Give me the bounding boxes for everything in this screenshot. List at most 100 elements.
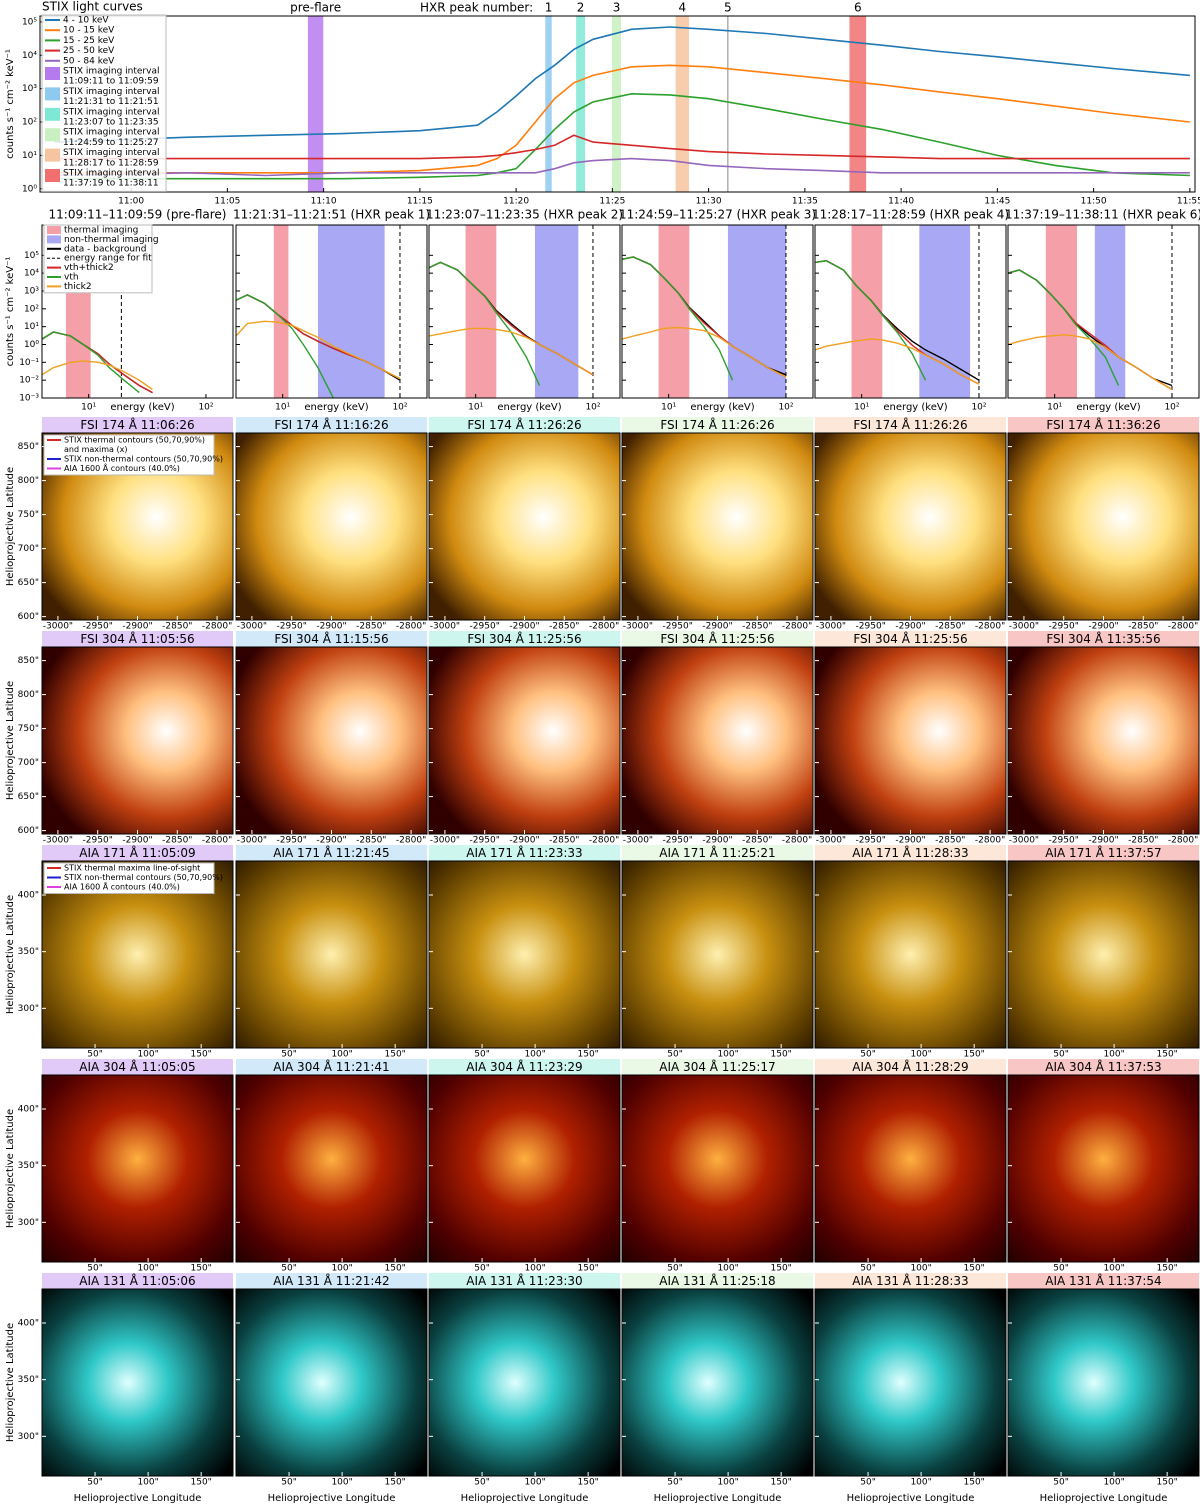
- x-tick-label: -2800": [1168, 622, 1198, 632]
- legend-label: 11:24:59 to 11:25:27: [63, 138, 159, 148]
- title-strip: [622, 845, 813, 861]
- y-tick-label: 350": [18, 947, 39, 957]
- x-tick-label: -2850": [1128, 622, 1158, 632]
- y-tick-label: 650": [18, 578, 39, 588]
- y-tick-label: 10⁴: [22, 51, 37, 61]
- title-strip: [622, 1059, 813, 1075]
- x-tick-label: -2950": [470, 836, 500, 846]
- x-tick-label: 100": [717, 1050, 738, 1060]
- legend-label: vth: [64, 273, 79, 283]
- x-tick-label: 50": [281, 1264, 297, 1274]
- x-tick-label: 50": [667, 1050, 683, 1060]
- panel-title: AIA 171 Å 11:37:57: [1045, 845, 1161, 860]
- x-axis-label: energy (keV): [497, 402, 561, 413]
- title-strip: [815, 631, 1006, 647]
- title-strip: [429, 845, 620, 861]
- legend-label: vth+thick2: [64, 263, 114, 273]
- solar-image: [814, 1074, 1007, 1263]
- solar-image: [1007, 1288, 1200, 1477]
- x-tick-label: -2850": [162, 622, 192, 632]
- x-tick-label: -2800": [202, 622, 232, 632]
- plot-frame: [814, 224, 1007, 399]
- nonthermal-band: [727, 225, 786, 398]
- x-tick-label: 100": [1103, 1050, 1124, 1060]
- x-tick-label: -2800": [1168, 836, 1198, 846]
- y-tick-label: 10¹: [24, 322, 39, 332]
- x-tick-label: -2900": [1088, 836, 1118, 846]
- legend-label: thermal imaging: [64, 226, 138, 236]
- solar-image: [428, 646, 621, 835]
- panel-title: FSI 174 Å 11:26:26: [467, 417, 581, 432]
- x-tick-label: 150": [1157, 1050, 1178, 1060]
- x-tick-label: 150": [964, 1478, 985, 1488]
- x-tick-label: -3000": [816, 622, 846, 632]
- y-tick-label: 10⁻¹: [19, 358, 39, 368]
- y-tick-label: 10²: [24, 304, 39, 314]
- y-tick-label: 700": [18, 758, 39, 768]
- title-strip: [815, 417, 1006, 433]
- legend-label: STIX imaging interval: [63, 128, 159, 138]
- x-tick-label: -2850": [935, 622, 965, 632]
- legend-box: [43, 224, 153, 294]
- x-tick-label: 11:40: [888, 197, 914, 207]
- y-tick-label: 10⁵: [24, 251, 39, 261]
- legend-label: and maxima (x): [64, 445, 127, 454]
- x-tick-label: 11:00: [118, 197, 144, 207]
- x-tick-label: 100": [137, 1050, 158, 1060]
- x-tick-label: -2900": [509, 622, 539, 632]
- x-tick-label: 150": [578, 1478, 599, 1488]
- spectrum-line: [621, 326, 787, 378]
- x-tick-label: 100": [1103, 1478, 1124, 1488]
- panel-title: FSI 174 Å 11:16:26: [274, 417, 388, 432]
- x-tick-label: 100": [1103, 1264, 1124, 1274]
- x-tick-label: -2950": [83, 836, 113, 846]
- x-tick-label: -2850": [356, 836, 386, 846]
- title-strip: [236, 1059, 427, 1075]
- x-tick-label: 50": [1053, 1264, 1069, 1274]
- legend-label: non-thermal imaging: [64, 235, 159, 245]
- x-tick-label: -2900": [895, 622, 925, 632]
- y-axis-label: Helioprojective Latitude: [5, 1323, 16, 1442]
- x-tick-label: 50": [281, 1050, 297, 1060]
- title-strip: [42, 631, 233, 647]
- x-tick-label: -2950": [663, 836, 693, 846]
- x-tick-label: -2800": [975, 836, 1005, 846]
- x-axis-label: energy (keV): [1076, 402, 1140, 413]
- plot-frame: [39, 15, 1196, 193]
- y-tick-label: 10⁻²: [19, 376, 39, 386]
- legend-label: STIX non-thermal contours (50,70,90%): [64, 455, 223, 464]
- x-tick-label: 10¹: [854, 403, 869, 413]
- legend-swatch: [45, 169, 60, 182]
- legend-label: 15 - 25 keV: [63, 36, 115, 46]
- x-axis-label: energy (keV): [304, 402, 368, 413]
- y-axis-label: Helioprojective Latitude: [5, 895, 16, 1014]
- panel-title: FSI 174 Å 11:36:26: [1046, 417, 1160, 432]
- title-strip: [236, 631, 427, 647]
- title-strip: [1008, 1273, 1199, 1289]
- y-tick-label: 750": [18, 510, 39, 520]
- x-tick-label: 10¹: [1047, 403, 1062, 413]
- panel-title: AIA 171 Å 11:21:45: [273, 845, 389, 860]
- x-tick-label: -2850": [549, 836, 579, 846]
- legend-swatch: [47, 226, 61, 234]
- panel-title: AIA 131 Å 11:23:30: [466, 1273, 582, 1288]
- x-tick-label: -2900": [316, 622, 346, 632]
- x-tick-label: 150": [771, 1264, 792, 1274]
- x-tick-label: 50": [87, 1478, 103, 1488]
- panel-title: FSI 174 Å 11:26:26: [660, 417, 774, 432]
- x-tick-label: 150": [385, 1478, 406, 1488]
- legend-label: AIA 1600 Å contours (40.0%): [64, 881, 180, 892]
- series-line: [54, 92, 1190, 180]
- x-tick-label: 10²: [971, 403, 986, 413]
- x-tick-label: 50": [474, 1478, 490, 1488]
- imaging-interval: [545, 16, 552, 192]
- x-tick-label: -2850": [742, 836, 772, 846]
- series-line: [54, 134, 1190, 160]
- solar-image: [41, 646, 234, 835]
- series-line: [54, 157, 1190, 177]
- spectrum-line: [41, 331, 140, 394]
- plot-frame: [1007, 224, 1200, 399]
- panel-title: AIA 304 Å 11:28:29: [852, 1059, 968, 1074]
- peak-header: HXR peak number:: [420, 1, 533, 15]
- panel-title: FSI 174 Å 11:06:26: [80, 417, 194, 432]
